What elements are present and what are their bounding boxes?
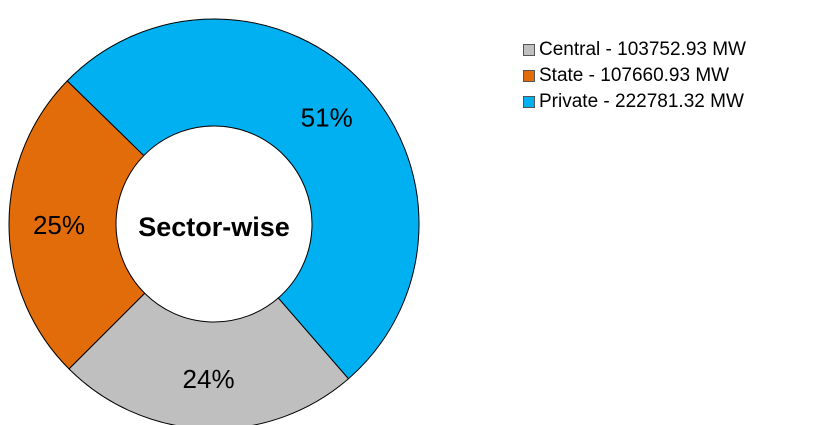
slice-state [8, 80, 146, 370]
legend-swatch [523, 70, 535, 82]
legend-label: Private - 222781.32 MW [539, 91, 744, 112]
legend-swatch [523, 44, 535, 56]
donut-center-label: Sector-wise [138, 212, 290, 242]
slice-central [68, 292, 350, 425]
slice-private [66, 18, 420, 380]
legend-label: Central - 103752.93 MW [539, 39, 746, 60]
slice-label-central: 24% [183, 364, 235, 394]
legend-item-private: Private - 222781.32 MW [523, 89, 746, 115]
legend-item-state: State - 107660.93 MW [523, 63, 746, 89]
slice-label-private: 51% [301, 103, 353, 133]
slice-label-state: 25% [33, 210, 85, 240]
legend-swatch [523, 96, 535, 108]
legend-label: State - 107660.93 MW [539, 65, 730, 86]
legend-item-central: Central - 103752.93 MW [523, 37, 746, 63]
donut-slices [8, 18, 420, 425]
chart-legend: Central - 103752.93 MW State - 107660.93 … [523, 37, 746, 115]
